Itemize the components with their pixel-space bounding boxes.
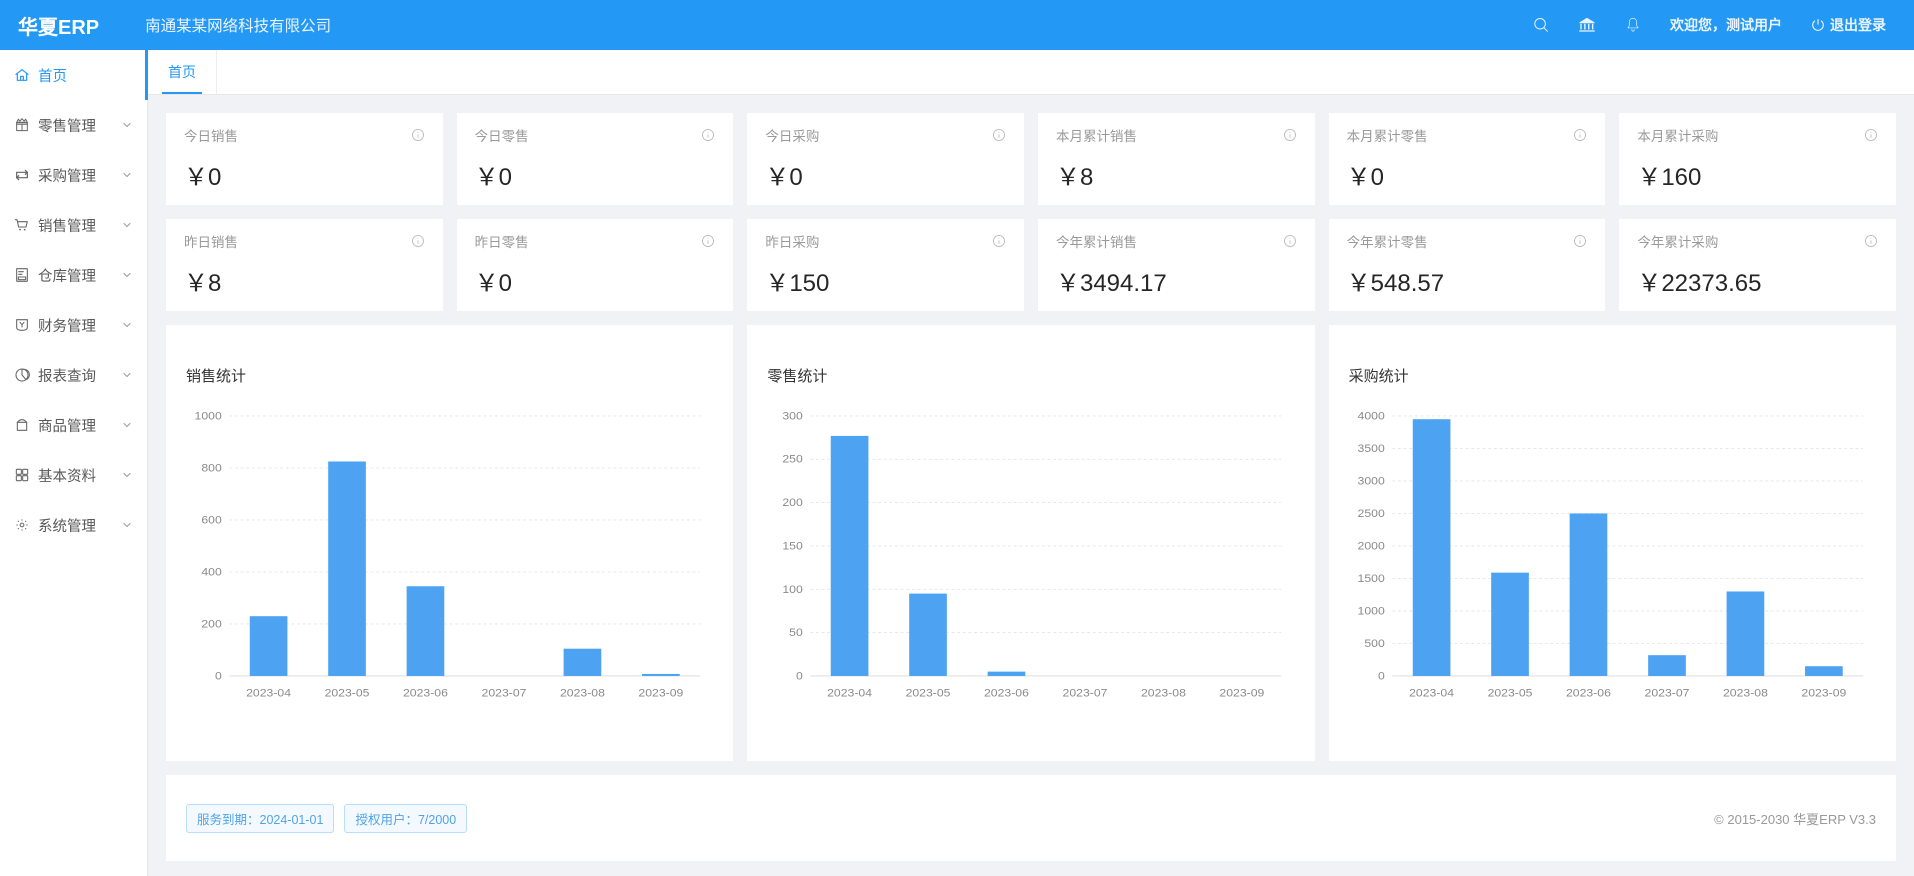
svg-text:1500: 1500 xyxy=(1357,572,1385,584)
svg-text:2023-04: 2023-04 xyxy=(827,687,872,699)
svg-text:150: 150 xyxy=(783,540,804,552)
svg-text:300: 300 xyxy=(783,410,804,422)
svg-text:1000: 1000 xyxy=(1357,605,1385,617)
svg-text:2023-05: 2023-05 xyxy=(1487,687,1532,699)
svg-text:2500: 2500 xyxy=(1357,507,1385,519)
svg-text:2023-08: 2023-08 xyxy=(1723,687,1768,699)
svg-text:3000: 3000 xyxy=(1357,475,1385,487)
svg-text:250: 250 xyxy=(783,453,804,465)
svg-text:2023-07: 2023-07 xyxy=(482,687,527,699)
svg-text:3500: 3500 xyxy=(1357,442,1385,454)
svg-text:2023-08: 2023-08 xyxy=(1141,687,1186,699)
svg-text:600: 600 xyxy=(201,514,222,526)
svg-text:2023-09: 2023-09 xyxy=(1801,687,1846,699)
svg-text:50: 50 xyxy=(789,627,803,639)
svg-text:1000: 1000 xyxy=(195,410,223,422)
svg-text:2023-06: 2023-06 xyxy=(1566,687,1611,699)
svg-text:100: 100 xyxy=(783,583,804,595)
svg-text:500: 500 xyxy=(1364,637,1385,649)
svg-text:2023-06: 2023-06 xyxy=(403,687,448,699)
svg-text:2023-04: 2023-04 xyxy=(1409,687,1454,699)
svg-text:800: 800 xyxy=(201,462,222,474)
svg-text:200: 200 xyxy=(783,497,804,509)
svg-text:200: 200 xyxy=(201,618,222,630)
svg-text:2023-05: 2023-05 xyxy=(325,687,370,699)
svg-text:2000: 2000 xyxy=(1357,540,1385,552)
svg-text:0: 0 xyxy=(1378,670,1385,682)
svg-text:4000: 4000 xyxy=(1357,410,1385,422)
svg-text:2023-09: 2023-09 xyxy=(638,687,683,699)
svg-text:2023-07: 2023-07 xyxy=(1063,687,1108,699)
svg-text:0: 0 xyxy=(796,670,803,682)
svg-text:0: 0 xyxy=(215,670,222,682)
svg-text:400: 400 xyxy=(201,566,222,578)
svg-text:2023-09: 2023-09 xyxy=(1220,687,1265,699)
svg-text:2023-04: 2023-04 xyxy=(246,687,291,699)
svg-text:2023-05: 2023-05 xyxy=(906,687,951,699)
svg-text:2023-07: 2023-07 xyxy=(1644,687,1689,699)
svg-text:2023-06: 2023-06 xyxy=(984,687,1029,699)
svg-text:2023-08: 2023-08 xyxy=(560,687,605,699)
